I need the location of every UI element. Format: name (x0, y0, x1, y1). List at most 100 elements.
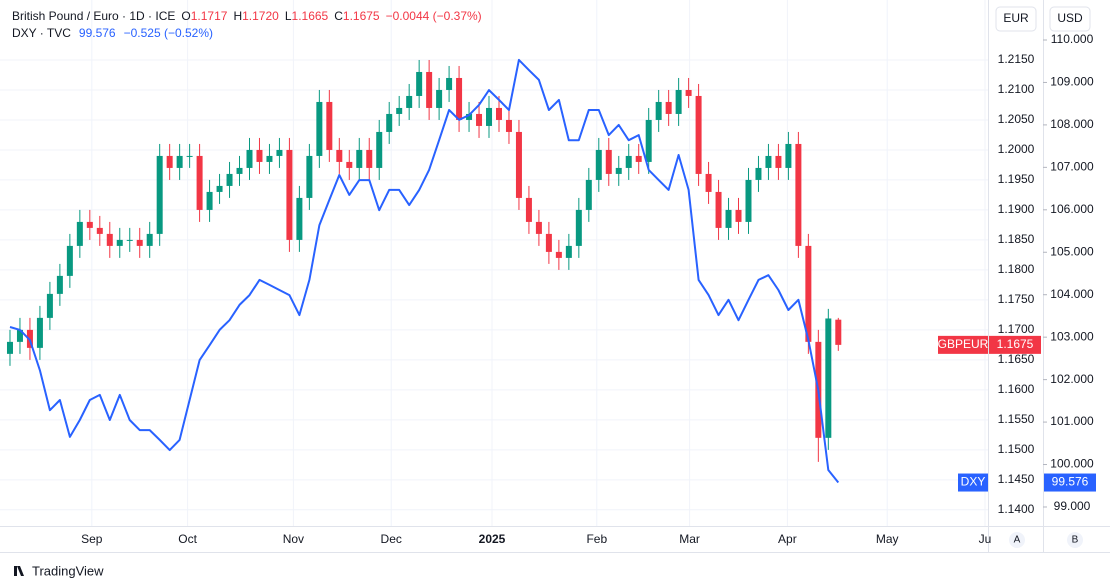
candle-body (86, 221, 93, 228)
candle-body (196, 155, 203, 210)
currency-button[interactable] (1049, 6, 1091, 32)
candle-body (146, 233, 153, 246)
grid (0, 0, 988, 526)
candle-body (625, 155, 632, 168)
scale-button-label[interactable]: A (1014, 535, 1021, 546)
candle-body (785, 143, 792, 168)
symbol-title: British Pound / Euro · 1D · ICE O1.1717 H1… (12, 9, 482, 23)
candle-body (515, 131, 522, 198)
x-tick-label: Dec (381, 532, 402, 546)
candle-body (645, 119, 652, 162)
y-tick-label: 1.1650 (998, 352, 1035, 366)
candle-body (356, 149, 363, 168)
ohlc-key: H (233, 9, 242, 23)
logo-text: TradingView (32, 563, 104, 578)
candle-body (695, 95, 702, 174)
x-tick-label: Sep (81, 532, 103, 546)
candle-body (396, 107, 403, 114)
y-tick-label: 1.1850 (998, 232, 1035, 246)
ohlc-value: 1.1665 (292, 9, 329, 23)
scale-button[interactable] (1009, 532, 1025, 548)
y2-tick-label: 107.000 (1050, 160, 1094, 174)
y-tick-label: 1.1900 (998, 202, 1035, 216)
candle-body (286, 149, 293, 240)
candle-body (6, 341, 13, 354)
price-tag-value: 1.1675 (997, 337, 1034, 351)
candle-body (76, 221, 83, 246)
candle-body (745, 179, 752, 222)
candle-body (66, 245, 73, 276)
candle-body (176, 155, 183, 168)
candle-body (765, 155, 772, 168)
ohlc-value: 1.1717 (191, 9, 228, 23)
y-tick-label: 1.1950 (998, 172, 1035, 186)
currency-label[interactable]: EUR (1003, 11, 1029, 25)
y2-tick-label: 102.000 (1050, 372, 1094, 386)
ohlc-value: 1.1720 (242, 9, 279, 23)
candle-body (256, 149, 263, 162)
line-series (9, 58, 840, 484)
candle-body (106, 233, 113, 246)
axes: 1.2150 1.2100 1.2050 1.2000 1.1950 1.1900 1.18… (81, 32, 1096, 546)
x-tick-label: 2025 (479, 532, 506, 546)
candle-body (595, 149, 602, 180)
candle-body (186, 155, 193, 157)
candle-body (615, 167, 622, 174)
candle-body (705, 173, 712, 192)
candle-body (535, 221, 542, 234)
scale-button-label[interactable]: B (1072, 535, 1079, 546)
candle-body (426, 71, 433, 108)
currency-button[interactable] (995, 6, 1037, 32)
candle-body (206, 191, 213, 210)
candle-body (306, 155, 313, 198)
y2-tick-label: 106.000 (1050, 202, 1094, 216)
candle-body (336, 149, 343, 162)
candle-body (316, 101, 323, 156)
candle-body (725, 209, 732, 228)
candle-body (126, 239, 133, 241)
candle-body (525, 197, 532, 222)
y2-tick-label: 100.000 (1050, 457, 1094, 471)
x-tick-label: Apr (778, 532, 797, 546)
candle-body (226, 173, 233, 186)
x-tick-label: Oct (178, 532, 197, 546)
x-tick-label: Mar (679, 532, 700, 546)
y-tick-label: 1.1600 (998, 382, 1035, 396)
candle-body (555, 251, 562, 258)
logo-icon (6, 566, 24, 576)
candle-body (166, 155, 173, 168)
price-tag (958, 473, 988, 492)
candle-body (565, 245, 572, 258)
symbol-title: DXY · TVC (12, 26, 71, 40)
candle-body (326, 101, 333, 150)
candle-body (376, 131, 383, 168)
y-tick-label: 1.1750 (998, 292, 1035, 306)
plot (6, 58, 842, 484)
candle-body (366, 149, 373, 168)
candle-body (755, 167, 762, 180)
y-tick-label: 1.2100 (998, 82, 1035, 96)
candle-body (585, 179, 592, 210)
price-tag-name: GBPEUR (938, 337, 989, 351)
price-tag (938, 335, 988, 354)
y-tick-label: 1.1700 (998, 322, 1035, 336)
scale-button[interactable] (1067, 532, 1083, 548)
symbol-title: DXY · TVC 99.576 −0.525 (−0.52%) (12, 26, 213, 40)
candle-body (545, 233, 552, 252)
ohlc-key: O (181, 9, 190, 23)
ohlc-value: 1.1675 (343, 9, 380, 23)
candle-body (805, 245, 812, 342)
price-tag-value: 99.576 (1052, 475, 1089, 489)
y-tick-label: 1.1450 (998, 472, 1035, 486)
x-tick-label: Feb (586, 532, 607, 546)
candle-body (675, 89, 682, 114)
candle-body (416, 71, 423, 96)
y2-tick-label: 104.000 (1050, 287, 1094, 301)
y-tick-label: 1.2150 (998, 52, 1035, 66)
y-tick-label: 1.2000 (998, 142, 1035, 156)
currency-label[interactable]: USD (1057, 11, 1083, 25)
candle-body (795, 143, 802, 246)
y2-tick-label: 105.000 (1050, 244, 1094, 258)
candle-body (685, 89, 692, 96)
